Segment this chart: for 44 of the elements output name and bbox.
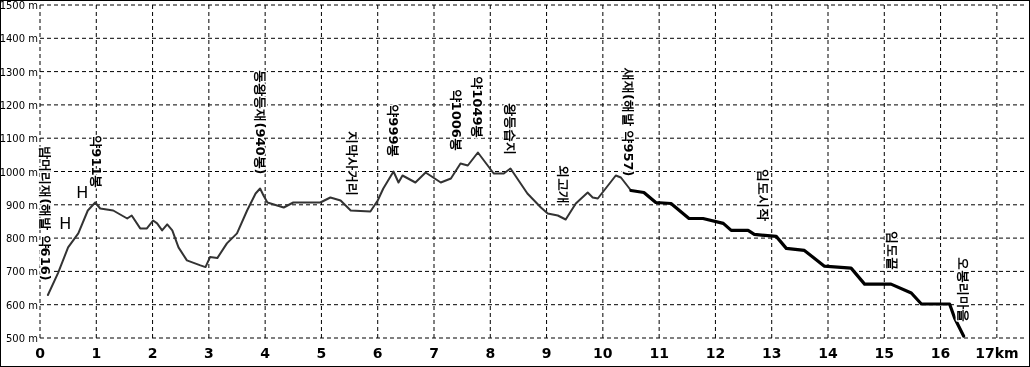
annotation: H [59, 214, 72, 234]
x-tick-label: 2 [147, 345, 158, 361]
annotation: 임도끝 [885, 231, 901, 271]
y-tick-label: 1200 m [0, 99, 38, 111]
annotation: 약1049봉 [470, 76, 486, 139]
x-tick-label: 8 [485, 345, 496, 361]
x-tick-label: 15 [874, 345, 895, 361]
annotation: 새재(해발 약957) [620, 66, 636, 177]
y-tick-label: 800 m [5, 233, 38, 245]
x-tick-label: 10 [593, 345, 613, 361]
annotation: 지막사거리 [344, 130, 360, 196]
x-tick-label: 11 [649, 345, 669, 361]
x-tick-label: 0 [35, 345, 46, 361]
y-tick-label: 1000 m [0, 166, 38, 178]
annotation: 밤머리재(해발 약616) [38, 146, 54, 281]
annotation: 약999봉 [386, 104, 401, 158]
x-tick-label: 14 [818, 345, 838, 361]
x-tick-label: 4 [260, 345, 271, 361]
x-tick-label: 1 [91, 345, 102, 361]
y-tick-label: 600 m [5, 299, 38, 311]
x-tick-label: 7 [429, 345, 439, 361]
annotation: 임도시작 [755, 168, 771, 221]
annotation: 왕등습지 [503, 102, 518, 155]
x-tick-label: 17km [975, 345, 1019, 361]
annotation: 오봉리마을 [956, 257, 972, 322]
x-tick-label: 6 [372, 345, 383, 361]
y-tick-label: 700 m [5, 266, 38, 278]
y-tick-label: 1100 m [0, 133, 38, 145]
annotation: H [76, 183, 89, 203]
x-tick-label: 3 [203, 345, 214, 361]
x-tick-label: 12 [705, 345, 726, 361]
x-tick-label: 13 [761, 345, 782, 361]
x-tick-label: 5 [316, 345, 327, 361]
x-tick-label: 9 [541, 345, 552, 361]
annotation: 외고개 [556, 165, 571, 205]
annotation: 동왕등재(940봉) [252, 70, 268, 175]
y-tick-label: 1300 m [0, 66, 38, 78]
y-tick-label: 900 m [5, 199, 38, 211]
y-tick-label: 1400 m [0, 33, 38, 45]
annotation: 약911봉 [88, 135, 104, 189]
x-tick-label: 16 [930, 345, 951, 361]
y-tick-label: 1500 m [0, 0, 38, 11]
annotation: 약1006봉 [449, 88, 464, 151]
y-tick-label: 500 m [5, 333, 38, 344]
